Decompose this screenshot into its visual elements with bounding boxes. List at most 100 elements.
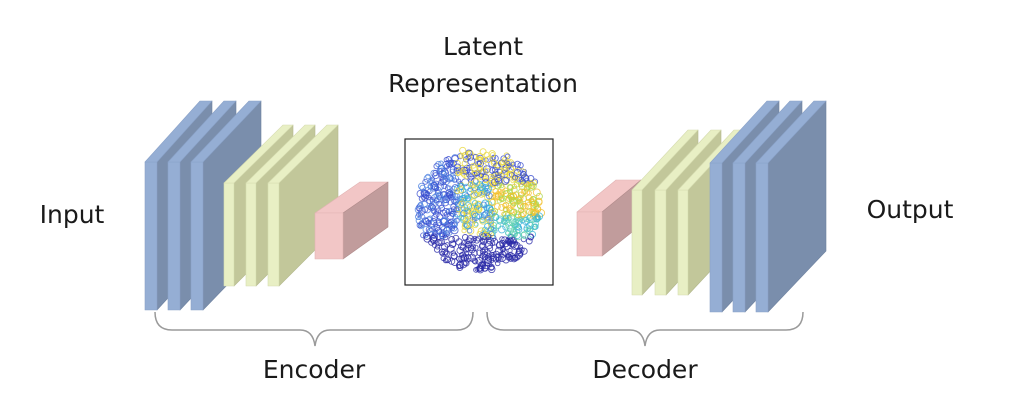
latent-point — [504, 238, 512, 245]
latent-point — [527, 181, 535, 189]
latent-point — [452, 234, 460, 242]
latent-point — [429, 204, 437, 211]
latent-point — [517, 188, 526, 197]
latent-point — [470, 187, 477, 194]
latent-point — [450, 206, 457, 213]
latent-point — [470, 183, 479, 191]
latent-point — [453, 163, 462, 172]
latent-point — [482, 165, 491, 174]
latent-point — [455, 168, 463, 176]
latent-point — [501, 164, 508, 171]
latent-point — [454, 207, 460, 214]
latent-point — [482, 156, 488, 163]
latent-point — [431, 214, 439, 222]
latent-point — [521, 173, 529, 182]
latent-point — [440, 242, 449, 251]
latent-point — [508, 218, 517, 227]
decoder-green-slab-3-face — [677, 189, 689, 296]
latent-point — [466, 187, 474, 196]
encoder-green-slab-2-top — [245, 124, 316, 184]
latent-point — [471, 257, 478, 264]
latent-point — [478, 191, 485, 198]
input-label: Input — [40, 200, 105, 229]
latent-point — [426, 196, 434, 205]
latent-point — [509, 208, 517, 217]
latent-point — [455, 171, 461, 177]
latent-point — [458, 183, 466, 191]
latent-point — [533, 203, 540, 210]
latent-point — [490, 152, 496, 158]
latent-point — [456, 178, 462, 184]
latent-point — [481, 246, 489, 254]
latent-point — [458, 153, 464, 159]
encoder-label: Encoder — [263, 355, 366, 384]
latent-point — [510, 228, 518, 236]
latent-point — [528, 209, 536, 217]
latent-representation — [404, 138, 554, 286]
latent-point — [499, 196, 506, 203]
latent-point — [499, 183, 505, 189]
decoder-bottleneck-block — [576, 179, 642, 257]
latent-point — [440, 209, 447, 217]
latent-point — [511, 220, 520, 229]
latent-point — [524, 202, 533, 210]
latent-point — [520, 231, 529, 240]
latent-point — [500, 155, 507, 162]
latent-point — [470, 210, 478, 218]
latent-point — [439, 223, 446, 231]
latent-point — [463, 217, 470, 224]
latent-point — [467, 228, 473, 234]
latent-point — [441, 199, 449, 207]
latent-point — [502, 201, 510, 209]
latent-point — [427, 178, 434, 185]
latent-point — [423, 234, 432, 243]
latent-point — [513, 240, 519, 246]
latent-point — [476, 159, 484, 168]
latent-point — [507, 248, 513, 254]
latent-point — [470, 243, 476, 250]
decoder-green-slab-2-face — [654, 189, 667, 296]
latent-point — [470, 198, 477, 205]
latent-point — [471, 178, 481, 187]
latent-point — [498, 195, 505, 202]
latent-point — [428, 239, 435, 246]
latent-point — [490, 225, 498, 232]
latent-point — [435, 219, 442, 227]
latent-point — [476, 152, 484, 161]
latent-point — [436, 213, 444, 221]
latent-point — [437, 164, 446, 173]
latent-point — [414, 206, 423, 214]
latent-point — [475, 235, 482, 242]
latent-point — [429, 234, 438, 243]
latent-point — [529, 199, 537, 206]
latent-point — [520, 247, 528, 255]
latent-point — [447, 190, 454, 197]
latent-point — [527, 175, 535, 182]
latent-point — [437, 179, 444, 186]
latent-point — [473, 236, 481, 244]
latent-point — [506, 184, 514, 192]
latent-point — [467, 219, 476, 228]
latent-point — [525, 237, 533, 245]
latent-point — [518, 252, 524, 258]
latent-point — [440, 190, 449, 199]
latent-point — [441, 183, 448, 190]
latent-point — [465, 149, 473, 157]
encoder-pink-box-face — [314, 212, 344, 260]
latent-point — [479, 148, 487, 156]
latent-point — [518, 244, 523, 250]
latent-point — [425, 173, 431, 180]
decoder-green-slab-2-top — [654, 129, 722, 191]
encoder-green-slab-2-face — [245, 182, 257, 287]
latent-point — [489, 155, 496, 162]
latent-point — [423, 232, 431, 240]
latent-point — [487, 173, 495, 182]
latent-point — [479, 232, 486, 239]
latent-point — [421, 200, 428, 208]
latent-point — [488, 208, 497, 217]
latent-point — [440, 255, 446, 262]
decoder-blue-slab-3-face — [755, 162, 769, 313]
latent-point — [514, 232, 523, 241]
decoder-pink-box-face — [576, 211, 603, 257]
